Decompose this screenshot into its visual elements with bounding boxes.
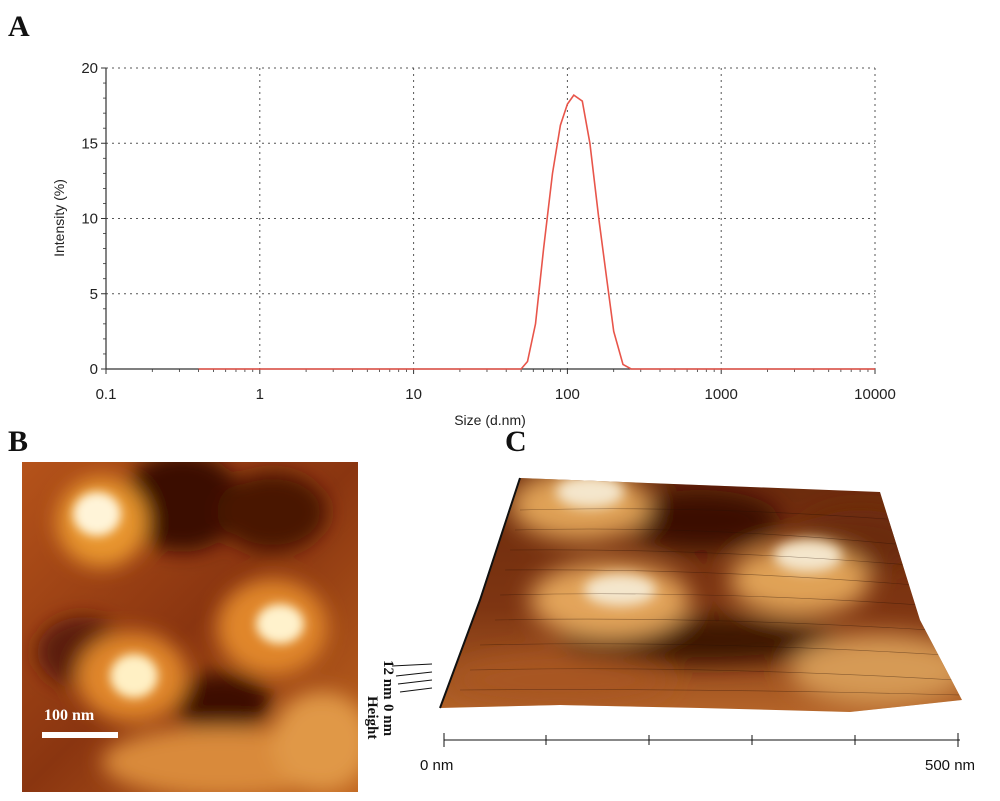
afm-3d-surface: 0 nm 500 nm Height 12 nm 0 nm (364, 477, 975, 774)
afm-height-image (22, 462, 358, 792)
size-distribution-chart: 0.1 1 10 100 1000 10000 0 5 10 15 20 Size (d.nm) I… (51, 60, 896, 428)
y-axis-title: Intensity (%) (51, 179, 67, 257)
x-axis-title: Size (d.nm) (454, 412, 526, 428)
height-min-label: 0 nm (380, 704, 396, 737)
afm-x-start-label: 0 nm (420, 757, 453, 774)
x-tick-label: 0.1 (96, 386, 117, 403)
panel-label-b: B (8, 425, 29, 458)
afm-x-end-label: 500 nm (925, 757, 975, 774)
chart-grid (106, 67, 876, 369)
scale-bar-label: 100 nm (44, 707, 95, 724)
chart-ticks: 0.1 1 10 100 1000 10000 0 5 10 15 20 (81, 60, 896, 403)
scale-bar (42, 732, 118, 738)
panel-label-c: C (505, 425, 527, 458)
chart-series (198, 93, 875, 370)
y-tick-label: 0 (90, 361, 98, 378)
x-tick-label: 100 (555, 386, 580, 403)
y-tick-label: 10 (81, 211, 98, 228)
x-tick-label: 10 (405, 386, 422, 403)
y-tick-label: 20 (81, 60, 98, 77)
y-tick-label: 5 (90, 286, 98, 303)
x-tick-label: 1000 (705, 386, 738, 403)
x-tick-label: 10000 (854, 386, 896, 403)
y-tick-label: 15 (81, 135, 98, 152)
height-max-label: 12 nm (380, 660, 396, 700)
panel-label-a: A (8, 10, 30, 43)
height-label: Height (364, 696, 380, 739)
x-tick-label: 1 (256, 386, 264, 403)
series-line (198, 93, 875, 370)
